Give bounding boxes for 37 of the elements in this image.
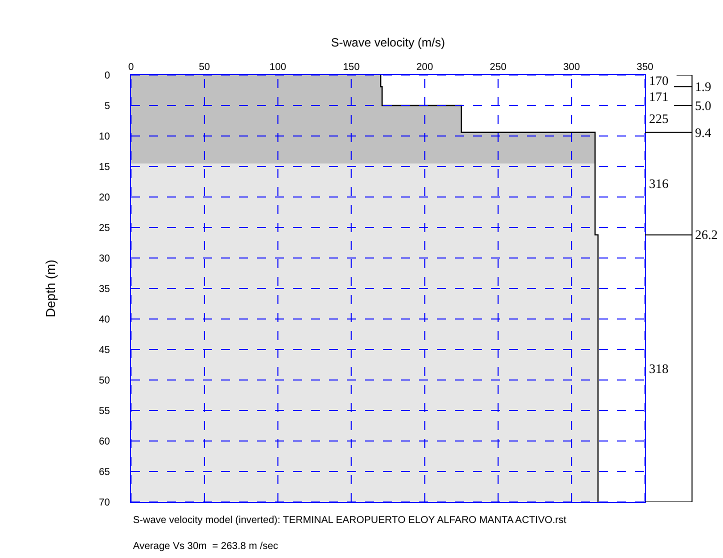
text: Average Vs 30m = 263.8 m /sec xyxy=(133,541,278,552)
y-tick-label: 5 xyxy=(104,101,110,112)
y-tick-label: 40 xyxy=(98,314,110,326)
x-axis-title: S-wave velocity (m/s) xyxy=(330,35,446,50)
text: 170 xyxy=(649,73,668,88)
y-tick-label: 45 xyxy=(98,345,110,356)
y-tick-label: 25 xyxy=(98,223,110,234)
x-tick-label: 50 xyxy=(198,62,210,73)
y-tick-label: 15 xyxy=(98,162,110,173)
text: 171 xyxy=(649,89,668,104)
text: 1.9 xyxy=(695,79,712,94)
text: 316 xyxy=(649,176,669,191)
x-tick-label: 150 xyxy=(342,62,360,73)
y-tick-label: 0 xyxy=(104,70,110,82)
y-axis-title: Depth (m) xyxy=(42,260,58,318)
y-tick-label: 50 xyxy=(98,376,110,386)
y-tick-label: 55 xyxy=(98,406,110,417)
y-tick-label: 65 xyxy=(98,467,110,478)
text: 318 xyxy=(649,361,668,376)
y-tick-label: 10 xyxy=(98,132,110,142)
x-tick-label: 250 xyxy=(490,62,507,73)
line-series xyxy=(380,75,599,502)
y-tick-label: 35 xyxy=(98,284,110,295)
text: 9.4 xyxy=(695,125,712,140)
y-tick-label: 30 xyxy=(98,254,110,264)
y-tick-label: 60 xyxy=(98,436,110,448)
text: S-wave velocity model (inverted): TERMINAL EAROPUERTO ELOY ALFARO MANTA ACTIVO.rst xyxy=(133,515,566,526)
y-tick-label: 20 xyxy=(98,192,110,204)
x-tick-label: 350 xyxy=(636,62,654,73)
x-tick-label: 0 xyxy=(128,62,134,73)
x-tick-label: 100 xyxy=(270,62,287,73)
text: 225 xyxy=(649,111,668,126)
y-tick-label: 70 xyxy=(98,498,110,508)
text: 5.0 xyxy=(695,98,712,113)
text: 26.2 xyxy=(695,227,718,242)
x-tick-label: 200 xyxy=(416,62,434,73)
x-tick-label: 300 xyxy=(563,62,580,73)
